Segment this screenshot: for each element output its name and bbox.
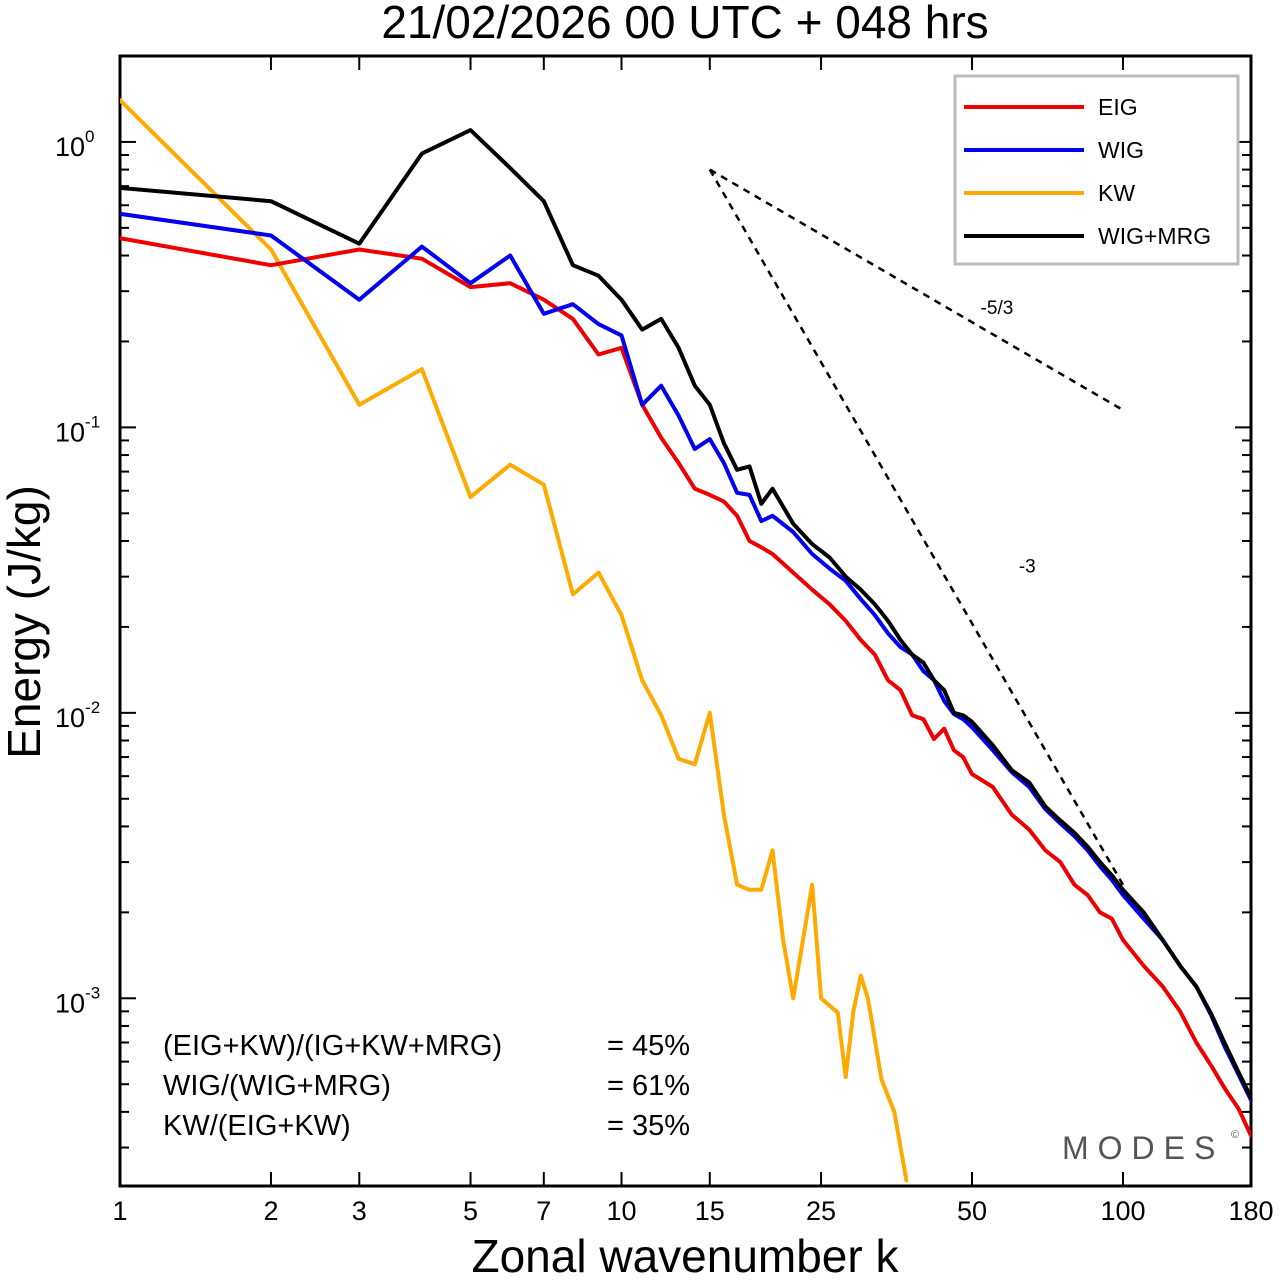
ratio-value: = 61% bbox=[607, 1070, 690, 1102]
x-tick-labels: 1 2 3 5 7 10 15 25 50 100 180 bbox=[112, 1196, 1273, 1226]
slope-line-5-3 bbox=[709, 168, 1124, 412]
series-lines bbox=[120, 98, 1251, 1183]
series-line-kw bbox=[120, 98, 909, 1183]
slope-label-3: -3 bbox=[1019, 557, 1036, 578]
x-tick-label-100: 100 bbox=[1100, 1196, 1145, 1226]
legend-label-wig-mrg: WIG+MRG bbox=[1098, 223, 1211, 249]
modes-logo: MODES © bbox=[1062, 1129, 1239, 1166]
slope-label-5-3: -5/3 bbox=[981, 298, 1014, 319]
ratio-value: = 35% bbox=[607, 1110, 690, 1142]
legend-label-kw: KW bbox=[1098, 180, 1135, 206]
y-tick-label-3: 10-3 bbox=[55, 983, 100, 1018]
legend: EIG WIG KW WIG+MRG bbox=[953, 74, 1240, 266]
y-tick-label-1: 10-1 bbox=[55, 412, 100, 447]
series-line-wig bbox=[120, 211, 1251, 1103]
logo-text: MODES bbox=[1062, 1130, 1224, 1166]
legend-label-eig: EIG bbox=[1098, 94, 1138, 120]
y-tick-label-2: 10-2 bbox=[55, 698, 100, 733]
x-tick-label-7: 7 bbox=[536, 1196, 551, 1226]
y-tick-label-0: 100 bbox=[55, 127, 95, 162]
plot-frame bbox=[118, 54, 1253, 1188]
x-tick-label-50: 50 bbox=[957, 1196, 987, 1226]
legend-label-wig: WIG bbox=[1098, 137, 1144, 163]
ratio-label: KW/(EIG+KW) bbox=[163, 1110, 351, 1142]
series-line-eig bbox=[120, 236, 1251, 1138]
x-tick-label-15: 15 bbox=[695, 1196, 725, 1226]
x-tick-label-3: 3 bbox=[352, 1196, 367, 1226]
slope-line-3 bbox=[708, 168, 1125, 886]
copyright-mark: © bbox=[1231, 1129, 1239, 1141]
series-line-wig-mrg bbox=[120, 128, 1251, 1100]
x-tick-label-10: 10 bbox=[606, 1196, 636, 1226]
ratio-value: = 45% bbox=[607, 1030, 690, 1062]
x-tick-label-2: 2 bbox=[263, 1196, 278, 1226]
x-tick-label-25: 25 bbox=[806, 1196, 836, 1226]
y-axis-label: Energy (J/kg) bbox=[0, 485, 50, 759]
chart-title: 21/02/2026 00 UTC + 048 hrs bbox=[381, 0, 988, 48]
x-tick-label-180: 180 bbox=[1228, 1196, 1273, 1226]
y-tick-labels: 100 10-1 10-2 10-3 bbox=[55, 127, 100, 1018]
ratio-label: WIG/(WIG+MRG) bbox=[163, 1070, 391, 1102]
x-tick-label-5: 5 bbox=[463, 1196, 478, 1226]
x-tick-label-1: 1 bbox=[112, 1196, 127, 1226]
reference-slope-lines: -5/3 -3 bbox=[708, 168, 1125, 886]
axis-ticks bbox=[119, 55, 1252, 1186]
ratio-annotations: (EIG+KW)/(IG+KW+MRG) = 45% WIG/(WIG+MRG) = … bbox=[163, 1030, 690, 1142]
x-axis-label: Zonal wavenumber k bbox=[472, 1230, 900, 1281]
ratio-label: (EIG+KW)/(IG+KW+MRG) bbox=[163, 1030, 502, 1062]
